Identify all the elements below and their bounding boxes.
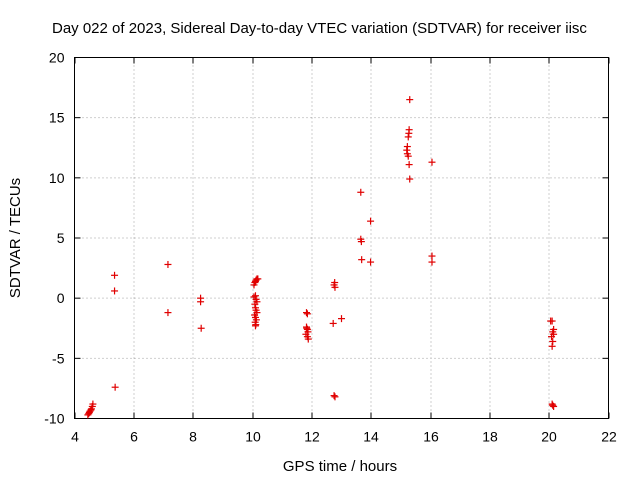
x-tick-label: 12 bbox=[304, 429, 320, 445]
x-tick-label: 22 bbox=[601, 429, 617, 445]
data-point bbox=[548, 317, 556, 325]
data-point bbox=[367, 217, 375, 225]
data-point bbox=[428, 258, 436, 266]
x-tick-label: 8 bbox=[189, 429, 197, 445]
x-axis-label: GPS time / hours bbox=[283, 458, 397, 475]
data-point bbox=[329, 319, 337, 327]
y-tick-label: 10 bbox=[49, 170, 65, 186]
x-tick-label: 4 bbox=[71, 429, 79, 445]
data-point bbox=[304, 335, 312, 343]
data-point bbox=[357, 238, 365, 246]
data-point bbox=[331, 393, 339, 401]
y-tick-label: 0 bbox=[57, 290, 65, 306]
data-point bbox=[164, 260, 172, 268]
data-point bbox=[406, 96, 414, 104]
y-tick-label: 5 bbox=[57, 230, 65, 246]
data-point bbox=[251, 322, 259, 330]
data-point bbox=[406, 175, 414, 183]
x-tick-label: 16 bbox=[423, 429, 439, 445]
data-point bbox=[403, 143, 411, 151]
data-point bbox=[331, 283, 339, 291]
x-tick-label: 18 bbox=[482, 429, 498, 445]
y-axis-label: SDTVAR / TECUs bbox=[7, 178, 24, 298]
data-point bbox=[550, 325, 558, 333]
data-point bbox=[303, 310, 311, 318]
data-point bbox=[548, 342, 556, 350]
data-point bbox=[164, 309, 172, 317]
data-points bbox=[84, 96, 558, 419]
y-tick-label: 20 bbox=[49, 50, 65, 66]
x-tick-label: 14 bbox=[363, 429, 379, 445]
data-point bbox=[367, 258, 375, 266]
y-tick-label: -5 bbox=[52, 350, 65, 366]
data-point bbox=[548, 333, 556, 341]
data-point bbox=[197, 324, 205, 332]
data-point bbox=[302, 309, 310, 317]
data-point bbox=[338, 315, 345, 323]
axis-ticks: 4 6 8 10 12 14 16 18 20 22 -10 -5 0 5 10 15 20 bbox=[44, 50, 617, 445]
data-point bbox=[404, 152, 412, 160]
y-tick-label: -10 bbox=[44, 411, 64, 427]
data-point bbox=[111, 383, 119, 391]
data-point bbox=[330, 392, 338, 400]
x-tick-label: 6 bbox=[130, 429, 138, 445]
x-tick-label: 20 bbox=[541, 429, 557, 445]
data-point bbox=[197, 298, 205, 306]
y-tick-label: 15 bbox=[49, 110, 65, 126]
data-point bbox=[89, 400, 97, 408]
grid-lines bbox=[74, 57, 609, 419]
chart-title: Day 022 of 2023, Sidereal Day-to-day VTE… bbox=[52, 20, 587, 37]
data-point bbox=[358, 256, 366, 264]
data-point bbox=[405, 126, 413, 134]
data-point bbox=[254, 275, 262, 283]
data-point bbox=[548, 400, 556, 408]
data-point bbox=[428, 158, 436, 166]
plot-frame bbox=[74, 57, 609, 419]
data-point bbox=[357, 188, 365, 196]
data-point bbox=[111, 271, 119, 279]
data-point bbox=[405, 161, 413, 169]
x-tick-label: 10 bbox=[245, 429, 261, 445]
data-point bbox=[428, 252, 436, 260]
data-point bbox=[303, 324, 311, 332]
data-point bbox=[111, 287, 119, 295]
